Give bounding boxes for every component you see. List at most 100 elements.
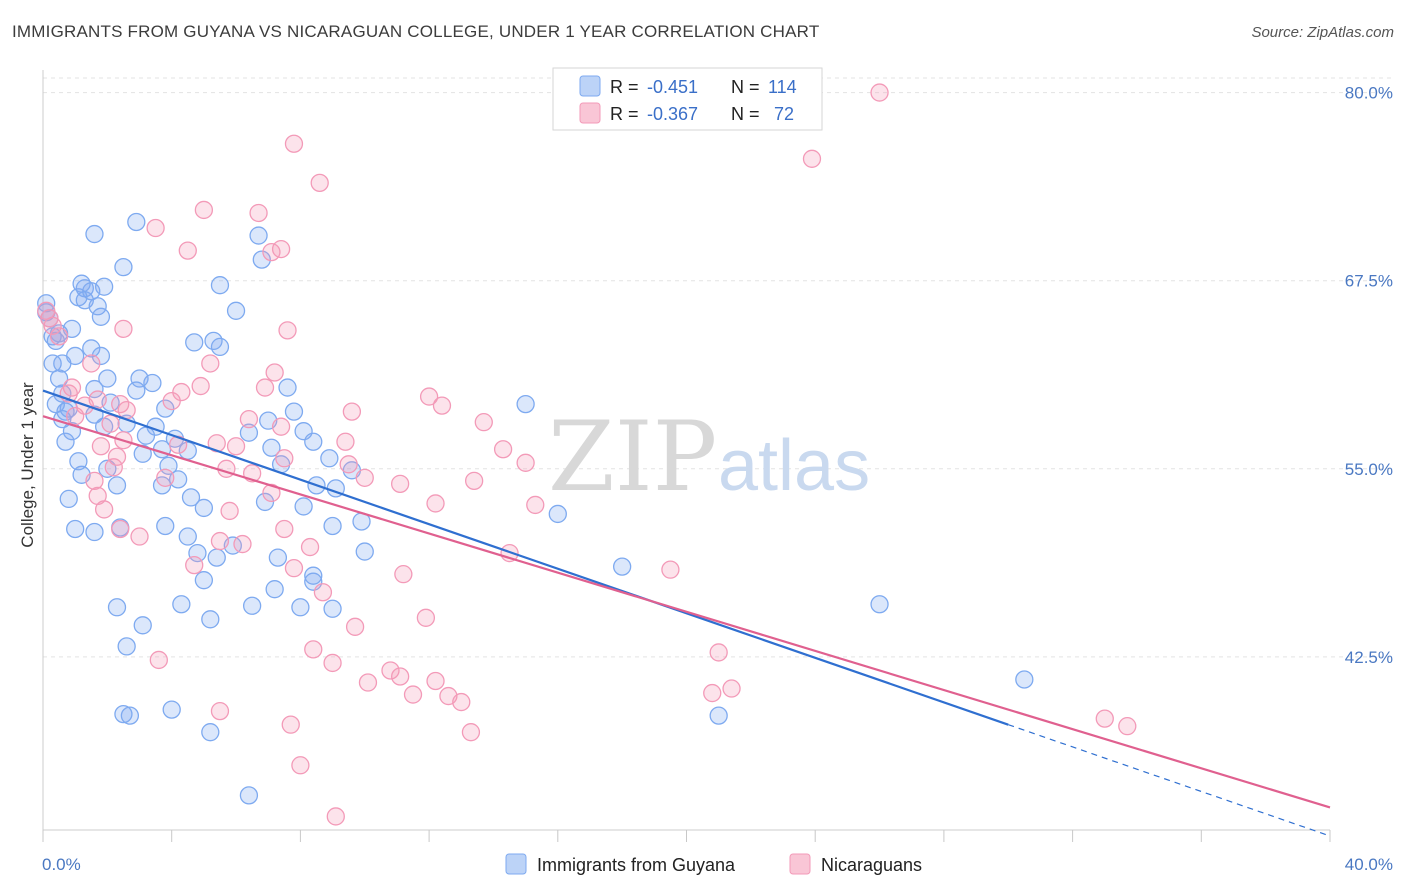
- watermark: ZIP atlas: [548, 401, 870, 513]
- legend-r-label-nicaraguan: R =: [610, 104, 639, 124]
- data-point: [127, 381, 146, 400]
- data-point: [461, 723, 481, 742]
- legend-r-label-guyana: R =: [610, 77, 639, 97]
- data-point: [72, 274, 91, 293]
- data-point: [49, 327, 69, 346]
- bottom-legend-label-guyana: Immigrants from Guyana: [537, 855, 736, 875]
- data-point: [201, 354, 220, 373]
- data-point: [355, 542, 374, 561]
- data-point: [156, 516, 175, 536]
- data-point: [101, 414, 120, 433]
- data-point: [394, 565, 413, 584]
- y-axis-title: College, Under 1 year: [18, 382, 37, 548]
- data-point: [249, 226, 268, 245]
- source-credit: Source: ZipAtlas.com: [1251, 24, 1394, 41]
- data-point: [117, 637, 136, 656]
- data-point: [43, 354, 62, 373]
- data-point: [130, 527, 149, 546]
- data-point: [98, 369, 117, 388]
- data-point: [1118, 717, 1137, 736]
- data-point: [493, 440, 513, 459]
- data-point: [432, 396, 452, 415]
- data-point: [300, 537, 320, 557]
- legend-swatch-guyana: [579, 75, 601, 97]
- trend-lines: [42, 389, 1331, 837]
- y-tick-label: 42.5%: [1345, 648, 1393, 667]
- data-point: [88, 297, 107, 316]
- data-point: [136, 426, 156, 445]
- data-point: [870, 83, 889, 102]
- watermark-zip: ZIP: [548, 401, 717, 513]
- data-point: [185, 333, 204, 352]
- series-points-1: [37, 83, 1137, 826]
- data-point: [56, 432, 75, 451]
- data-point: [191, 376, 210, 396]
- trend-line-1: [42, 415, 1331, 809]
- data-point: [255, 378, 275, 397]
- data-point: [226, 301, 246, 320]
- y-tick-labels: 42.5% 55.0% 67.5% 80.0%: [1345, 84, 1393, 667]
- data-point: [342, 402, 362, 421]
- data-point: [94, 277, 114, 296]
- data-point: [255, 492, 275, 512]
- data-point: [220, 501, 239, 521]
- data-point: [275, 519, 294, 539]
- data-point: [516, 394, 535, 414]
- data-point: [194, 571, 214, 590]
- data-point: [82, 354, 101, 373]
- data-point: [262, 483, 281, 503]
- data-point: [233, 534, 252, 554]
- data-point: [204, 331, 223, 351]
- data-point: [709, 643, 728, 662]
- legend-n-value-guyana: 114: [768, 77, 797, 97]
- bottom-legend-label-nicaraguan: Nicaraguans: [821, 855, 922, 875]
- data-point: [516, 453, 535, 472]
- data-point: [226, 437, 246, 456]
- data-point: [252, 250, 271, 269]
- data-point: [146, 218, 165, 238]
- grid-lines: [43, 77, 1393, 658]
- data-point: [271, 417, 291, 436]
- data-point: [117, 400, 136, 420]
- data-point: [722, 679, 741, 698]
- data-point: [210, 701, 230, 721]
- data-point: [133, 444, 152, 463]
- data-point: [91, 437, 111, 456]
- x-tick-label-min: 0.0%: [42, 855, 81, 874]
- data-point: [249, 203, 268, 223]
- data-point: [265, 363, 284, 382]
- data-point: [294, 497, 313, 516]
- data-point: [127, 212, 146, 232]
- data-point: [284, 134, 304, 153]
- data-point: [114, 704, 133, 724]
- data-point: [66, 346, 85, 366]
- x-tick-label-max: 40.0%: [1345, 855, 1393, 874]
- legend-r-value-guyana: -0.451: [647, 77, 698, 97]
- data-point: [345, 617, 365, 636]
- data-point: [94, 500, 114, 519]
- data-point: [291, 598, 310, 617]
- data-point: [181, 488, 201, 507]
- data-point: [185, 555, 204, 575]
- trend-line-extension-0: [1008, 724, 1331, 837]
- data-point: [107, 598, 127, 617]
- data-point: [275, 449, 294, 468]
- data-point: [66, 519, 85, 539]
- data-point: [326, 807, 345, 826]
- data-point: [178, 527, 197, 546]
- legend-n-value-nicaraguan: 72: [774, 104, 794, 124]
- data-point: [82, 339, 101, 358]
- legend-swatch-nicaraguan: [579, 102, 601, 124]
- data-point: [120, 706, 140, 725]
- data-point: [114, 257, 133, 277]
- data-point: [133, 616, 152, 635]
- data-point: [284, 402, 304, 421]
- data-point: [416, 608, 436, 627]
- data-point: [1095, 709, 1114, 728]
- data-point: [265, 580, 284, 599]
- data-point: [323, 653, 342, 673]
- data-point: [281, 715, 300, 734]
- data-point: [59, 489, 78, 509]
- data-point: [464, 471, 484, 491]
- data-point: [262, 438, 281, 457]
